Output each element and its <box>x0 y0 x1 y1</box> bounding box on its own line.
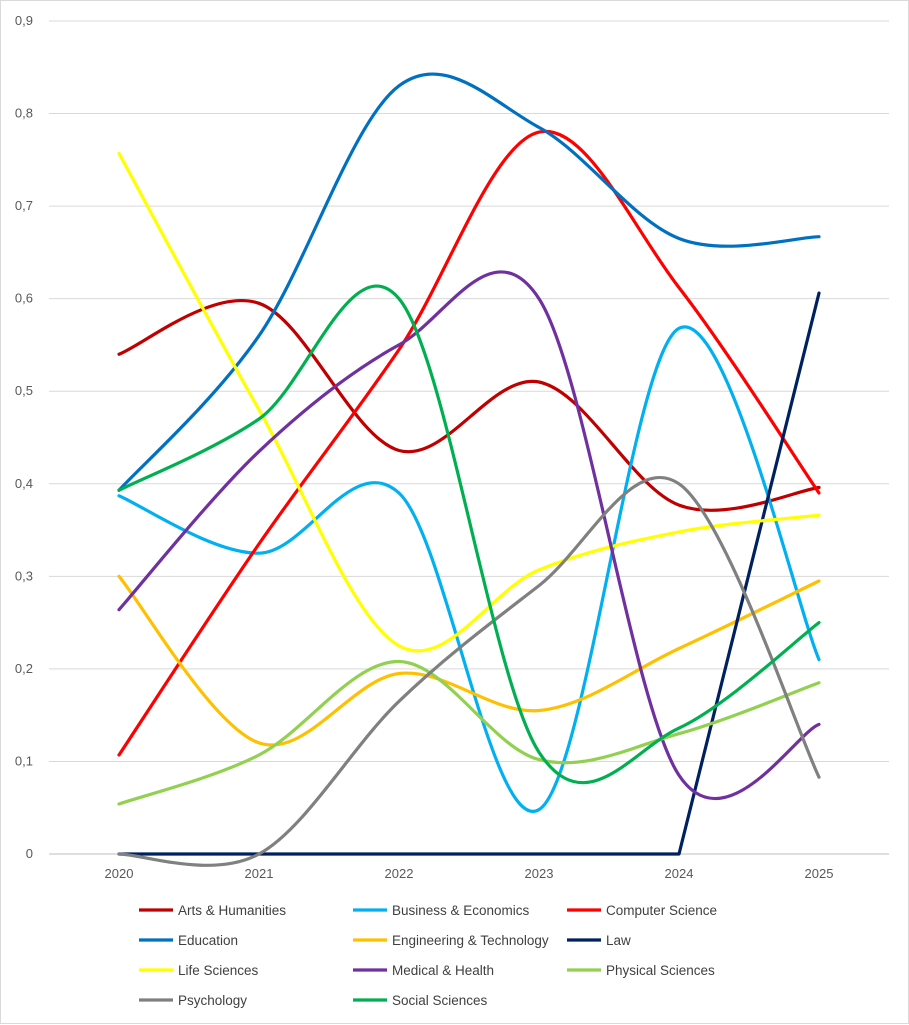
series-line-arts-humanities <box>117 299 821 512</box>
series-lines <box>117 72 821 867</box>
legend-label: Business & Economics <box>392 903 530 918</box>
legend-label: Psychology <box>178 993 247 1008</box>
legend-label: Life Sciences <box>178 963 259 978</box>
y-tick-label: 0,9 <box>15 13 33 28</box>
x-tick-label: 2021 <box>245 866 274 881</box>
gridlines <box>49 20 889 855</box>
legend-label: Engineering & Technology <box>392 933 549 948</box>
series-line-computer-science <box>117 129 821 757</box>
legend-label: Social Sciences <box>392 993 488 1008</box>
legend: Arts & Humanities Business & Economics Com… <box>139 903 717 1008</box>
y-tick-label: 0,3 <box>15 568 33 583</box>
legend-label: Physical Sciences <box>606 963 715 978</box>
y-tick-label: 0,8 <box>15 106 33 121</box>
y-tick-label: 0,1 <box>15 753 33 768</box>
y-tick-label: 0 <box>26 846 33 861</box>
y-tick-label: 0,4 <box>15 476 33 491</box>
y-tick-label: 0,2 <box>15 661 33 676</box>
x-tick-label: 2022 <box>385 866 414 881</box>
series-line-psychology <box>117 475 821 867</box>
legend-label: Arts & Humanities <box>178 903 286 918</box>
x-tick-label: 2025 <box>805 866 834 881</box>
y-tick-label: 0,7 <box>15 198 33 213</box>
series-line-engineering-technology <box>117 574 821 747</box>
legend-label: Law <box>606 933 631 948</box>
series-line-education <box>117 72 821 492</box>
series-line-law <box>117 291 821 856</box>
x-tick-label: 2020 <box>105 866 134 881</box>
y-tick-label: 0,5 <box>15 383 33 398</box>
y-tick-label: 0,6 <box>15 291 33 306</box>
x-axis-tick-labels: 2020 2021 2022 2023 2024 2025 <box>105 866 834 881</box>
series-line-medical-health <box>117 270 821 801</box>
series-line-life-sciences <box>117 151 821 653</box>
legend-label: Computer Science <box>606 903 717 918</box>
y-axis-tick-labels: 0 0,1 0,2 0,3 0,4 0,5 0,6 0,7 0,8 0,9 <box>15 13 33 861</box>
series-line-business-economics <box>117 325 821 813</box>
series-line-social-sciences <box>117 284 821 785</box>
series-line-physical-sciences <box>117 659 821 806</box>
legend-label: Medical & Health <box>392 963 494 978</box>
legend-label: Education <box>178 933 238 948</box>
x-tick-label: 2024 <box>665 866 694 881</box>
x-tick-label: 2023 <box>525 866 554 881</box>
